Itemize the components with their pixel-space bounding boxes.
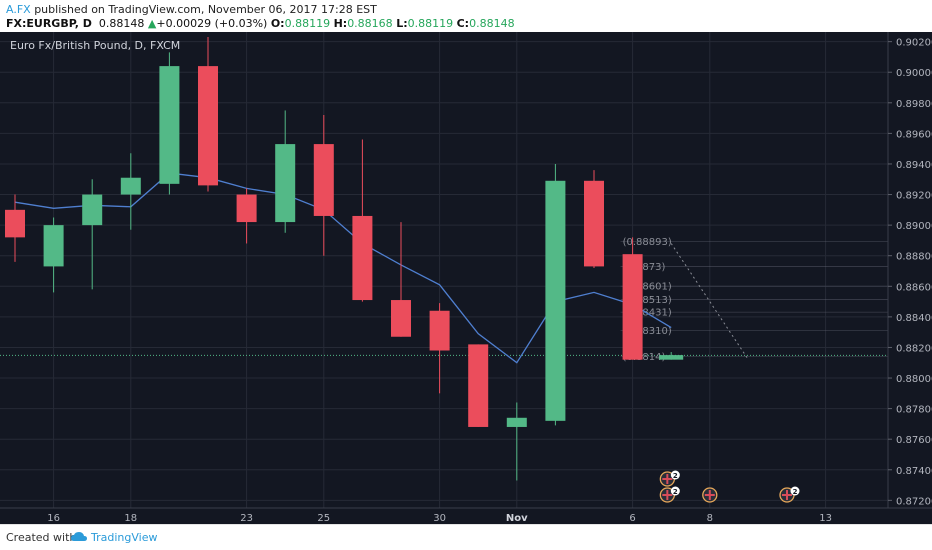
candle-body[interactable] — [622, 254, 643, 360]
tradingview-link[interactable]: TradingView — [91, 531, 158, 544]
candle-body[interactable] — [506, 417, 527, 427]
open-label: O: — [270, 17, 285, 30]
high-value: 0.88168 — [347, 17, 393, 30]
created-with-label: Created with — [6, 531, 77, 544]
publish-info: published on TradingView.com, November 0… — [30, 3, 377, 16]
event-count-label: 2 — [673, 488, 678, 496]
x-tick-label: 16 — [47, 513, 60, 524]
fib-level-label: (0.88310) — [623, 326, 672, 337]
change-arrow-icon: ▲ — [147, 17, 157, 30]
low-value: 0.88119 — [407, 17, 454, 30]
candle-body[interactable] — [5, 209, 25, 238]
ohlc-line: FX:EURGBP, D 0.88148 ▲+0.00029 (+0.03%) … — [6, 17, 515, 30]
high-label: H: — [333, 17, 348, 30]
fib-trend-line — [670, 243, 749, 360]
last-price: 0.88148 — [98, 17, 145, 30]
fib-level-label: (0.88893) — [623, 237, 672, 248]
x-tick-label: 23 — [240, 513, 253, 524]
event-count-badge — [790, 486, 800, 496]
event-count-badge — [670, 486, 680, 496]
candle-body[interactable] — [198, 66, 218, 186]
open-value: 0.88119 — [284, 17, 331, 30]
event-count-label: 2 — [793, 488, 798, 496]
symbol-label: FX:EURGBP, D — [6, 17, 92, 30]
candlestick-series[interactable] — [5, 37, 684, 481]
candle-body[interactable] — [429, 310, 450, 351]
publish-line: A.FX published on TradingView.com, Novem… — [6, 3, 377, 16]
event-count-badge — [670, 470, 680, 480]
x-tick-label: Nov — [506, 513, 528, 524]
low-label: L: — [396, 17, 408, 30]
time-axis[interactable]: 16 18 23 25 30 Nov 6 8 13 — [0, 507, 932, 524]
close-value: 0.88148 — [469, 17, 515, 30]
x-tick-label: 30 — [433, 513, 446, 524]
x-tick-label: 6 — [629, 513, 635, 524]
candle-body[interactable] — [120, 177, 141, 195]
chart-background — [0, 32, 932, 524]
candle-body[interactable] — [236, 194, 257, 223]
candle-body[interactable] — [352, 215, 373, 301]
x-tick-label: 8 — [707, 513, 713, 524]
event-count-label: 2 — [673, 472, 678, 480]
candle-body[interactable] — [313, 144, 334, 216]
chart-title: Euro Fx/British Pound, D, FXCM — [10, 39, 180, 52]
candle-body[interactable] — [545, 180, 566, 421]
price-change: +0.00029 (+0.03%) — [156, 17, 268, 30]
x-tick-label: 13 — [819, 513, 832, 524]
footer: Created with TradingView — [0, 524, 932, 550]
candle-body[interactable] — [82, 194, 103, 226]
close-label: C: — [456, 17, 470, 30]
tradingview-cloud-icon — [71, 532, 87, 541]
y-tick-label: 0.87200 — [896, 496, 932, 507]
fib-level-label: (0.88601) — [623, 282, 672, 293]
candle-body[interactable] — [659, 355, 684, 360]
author-link[interactable]: A.FX — [6, 3, 31, 16]
fib-level-label: (0.8873) — [623, 262, 666, 273]
candle-body[interactable] — [43, 225, 64, 267]
candle-body[interactable] — [468, 344, 489, 427]
x-tick-label: 18 — [124, 513, 137, 524]
fib-level-label: (0.8814) — [623, 352, 666, 363]
candle-body[interactable] — [391, 300, 411, 337]
economic-events[interactable]: 2 2 2 — [659, 470, 800, 503]
candle-body[interactable] — [275, 144, 296, 223]
candle-body[interactable] — [159, 66, 180, 184]
publish-header: A.FX published on TradingView.com, Novem… — [0, 0, 932, 32]
fib-level-label: (0.88513) — [623, 295, 672, 306]
candle-body[interactable] — [584, 180, 604, 267]
x-tick-label: 25 — [317, 513, 330, 524]
price-chart[interactable]: Euro Fx/British Pound, D, FXCM (0.88893)… — [0, 32, 932, 524]
